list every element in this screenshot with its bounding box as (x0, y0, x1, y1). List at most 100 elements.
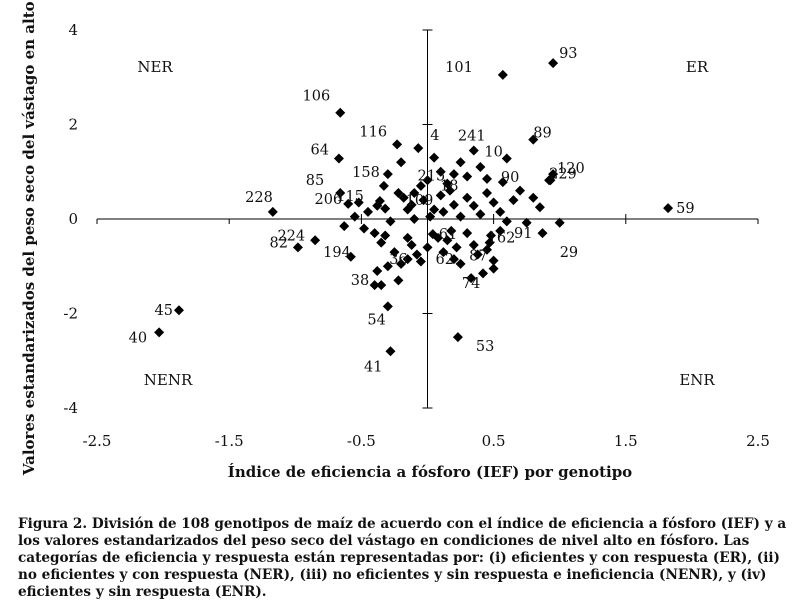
data-point-89 (528, 134, 539, 145)
data-point-116 (392, 139, 403, 150)
quadrant-label-enr: ENR (679, 371, 715, 389)
data-point (425, 211, 436, 222)
point-label-93: 93 (559, 46, 577, 62)
data-point (389, 247, 400, 258)
data-point (380, 230, 391, 241)
data-point (455, 211, 466, 222)
data-point (398, 192, 409, 203)
data-point-82 (292, 242, 303, 253)
data-point (448, 169, 459, 180)
data-point (448, 199, 459, 210)
point-label-120: 120 (557, 161, 585, 177)
data-point (495, 206, 506, 217)
data-point (372, 265, 383, 276)
data-point (438, 206, 449, 217)
data-point-93 (548, 58, 559, 69)
data-point-54 (382, 301, 393, 312)
data-point-59 (663, 203, 674, 214)
data-point (418, 195, 429, 206)
data-point (369, 228, 380, 239)
data-point (363, 206, 374, 217)
point-labels: 93 101 106 116 4 241 89 64 10 158 215 120 90 85 18 229 1… (129, 46, 695, 375)
point-label-87: 87 (469, 249, 487, 265)
data-point (475, 209, 486, 220)
point-label-62: 62 (435, 252, 453, 268)
point-label-91: 91 (514, 226, 532, 242)
data-point (396, 258, 407, 269)
data-point-61 (427, 229, 438, 240)
point-label-40: 40 (129, 330, 147, 346)
data-point (468, 200, 479, 211)
data-point (380, 203, 391, 214)
point-label-41: 41 (364, 359, 382, 375)
data-point-229 (544, 175, 555, 186)
figure-caption: Figura 2. División de 108 genotipos de m… (18, 516, 787, 600)
data-point (393, 275, 404, 286)
data-point (359, 223, 370, 234)
data-point (382, 261, 393, 272)
quadrant-labels: NER ER NENR ENR (137, 58, 715, 389)
data-point-10 (501, 153, 512, 164)
data-point (369, 280, 380, 291)
data-point (446, 225, 457, 236)
data-point-106 (335, 107, 346, 118)
data-point (501, 216, 512, 227)
point-label-54: 54 (367, 312, 385, 328)
data-point (475, 162, 486, 173)
point-label-36: 36 (389, 252, 407, 268)
data-point (406, 239, 417, 250)
point-label-64: 64 (310, 143, 328, 159)
y-tick-label: -2 (63, 305, 78, 323)
data-point-162 (484, 237, 495, 248)
data-point (515, 185, 526, 196)
data-point (409, 214, 420, 224)
quadrant-label-er: ER (686, 58, 709, 76)
data-point (349, 211, 360, 222)
point-label-38: 38 (351, 273, 369, 289)
data-point (488, 263, 499, 274)
point-label-101: 101 (445, 60, 473, 76)
data-point (462, 228, 473, 239)
data-point (422, 242, 433, 253)
point-label-206: 206 (314, 192, 342, 208)
y-tick-label: -4 (63, 399, 78, 417)
y-tick-label: 0 (68, 210, 78, 228)
y-tick-label: 4 (68, 21, 78, 39)
data-point-87 (488, 255, 499, 266)
data-point-109 (406, 199, 417, 210)
data-point (409, 188, 420, 199)
quadrant-label-nenr: NENR (144, 371, 193, 389)
point-label-224: 224 (277, 228, 305, 244)
y-tick-label: 2 (68, 116, 78, 134)
point-label-4: 4 (430, 128, 439, 144)
data-point (429, 204, 440, 215)
data-point (438, 247, 449, 258)
data-point-85 (335, 188, 346, 199)
data-point-38 (376, 280, 387, 291)
data-point (485, 230, 496, 241)
data-point (462, 192, 473, 203)
x-tick-label: 2.5 (746, 432, 770, 450)
data-point (382, 169, 393, 180)
data-point-4 (413, 143, 424, 154)
data-point (462, 171, 473, 182)
data-point-120 (548, 169, 559, 180)
x-tick-label: 1.5 (614, 432, 638, 450)
point-label-85: 85 (306, 173, 324, 189)
data-point-158 (378, 180, 389, 191)
data-point (495, 225, 506, 236)
data-point (508, 195, 519, 206)
x-tick-label: -1.5 (215, 432, 244, 450)
point-label-116: 116 (359, 124, 387, 140)
data-point-29 (554, 217, 565, 228)
point-label-10: 10 (484, 145, 502, 161)
point-label-241: 241 (458, 128, 486, 144)
data-point-45 (173, 305, 184, 316)
x-tick-label: -0.5 (347, 432, 376, 450)
data-point (385, 216, 396, 227)
point-label-89: 89 (533, 126, 551, 142)
data-point-224 (310, 235, 321, 246)
data-point-64 (333, 153, 344, 164)
point-label-61: 61 (439, 227, 457, 243)
data-point-18 (444, 185, 455, 196)
